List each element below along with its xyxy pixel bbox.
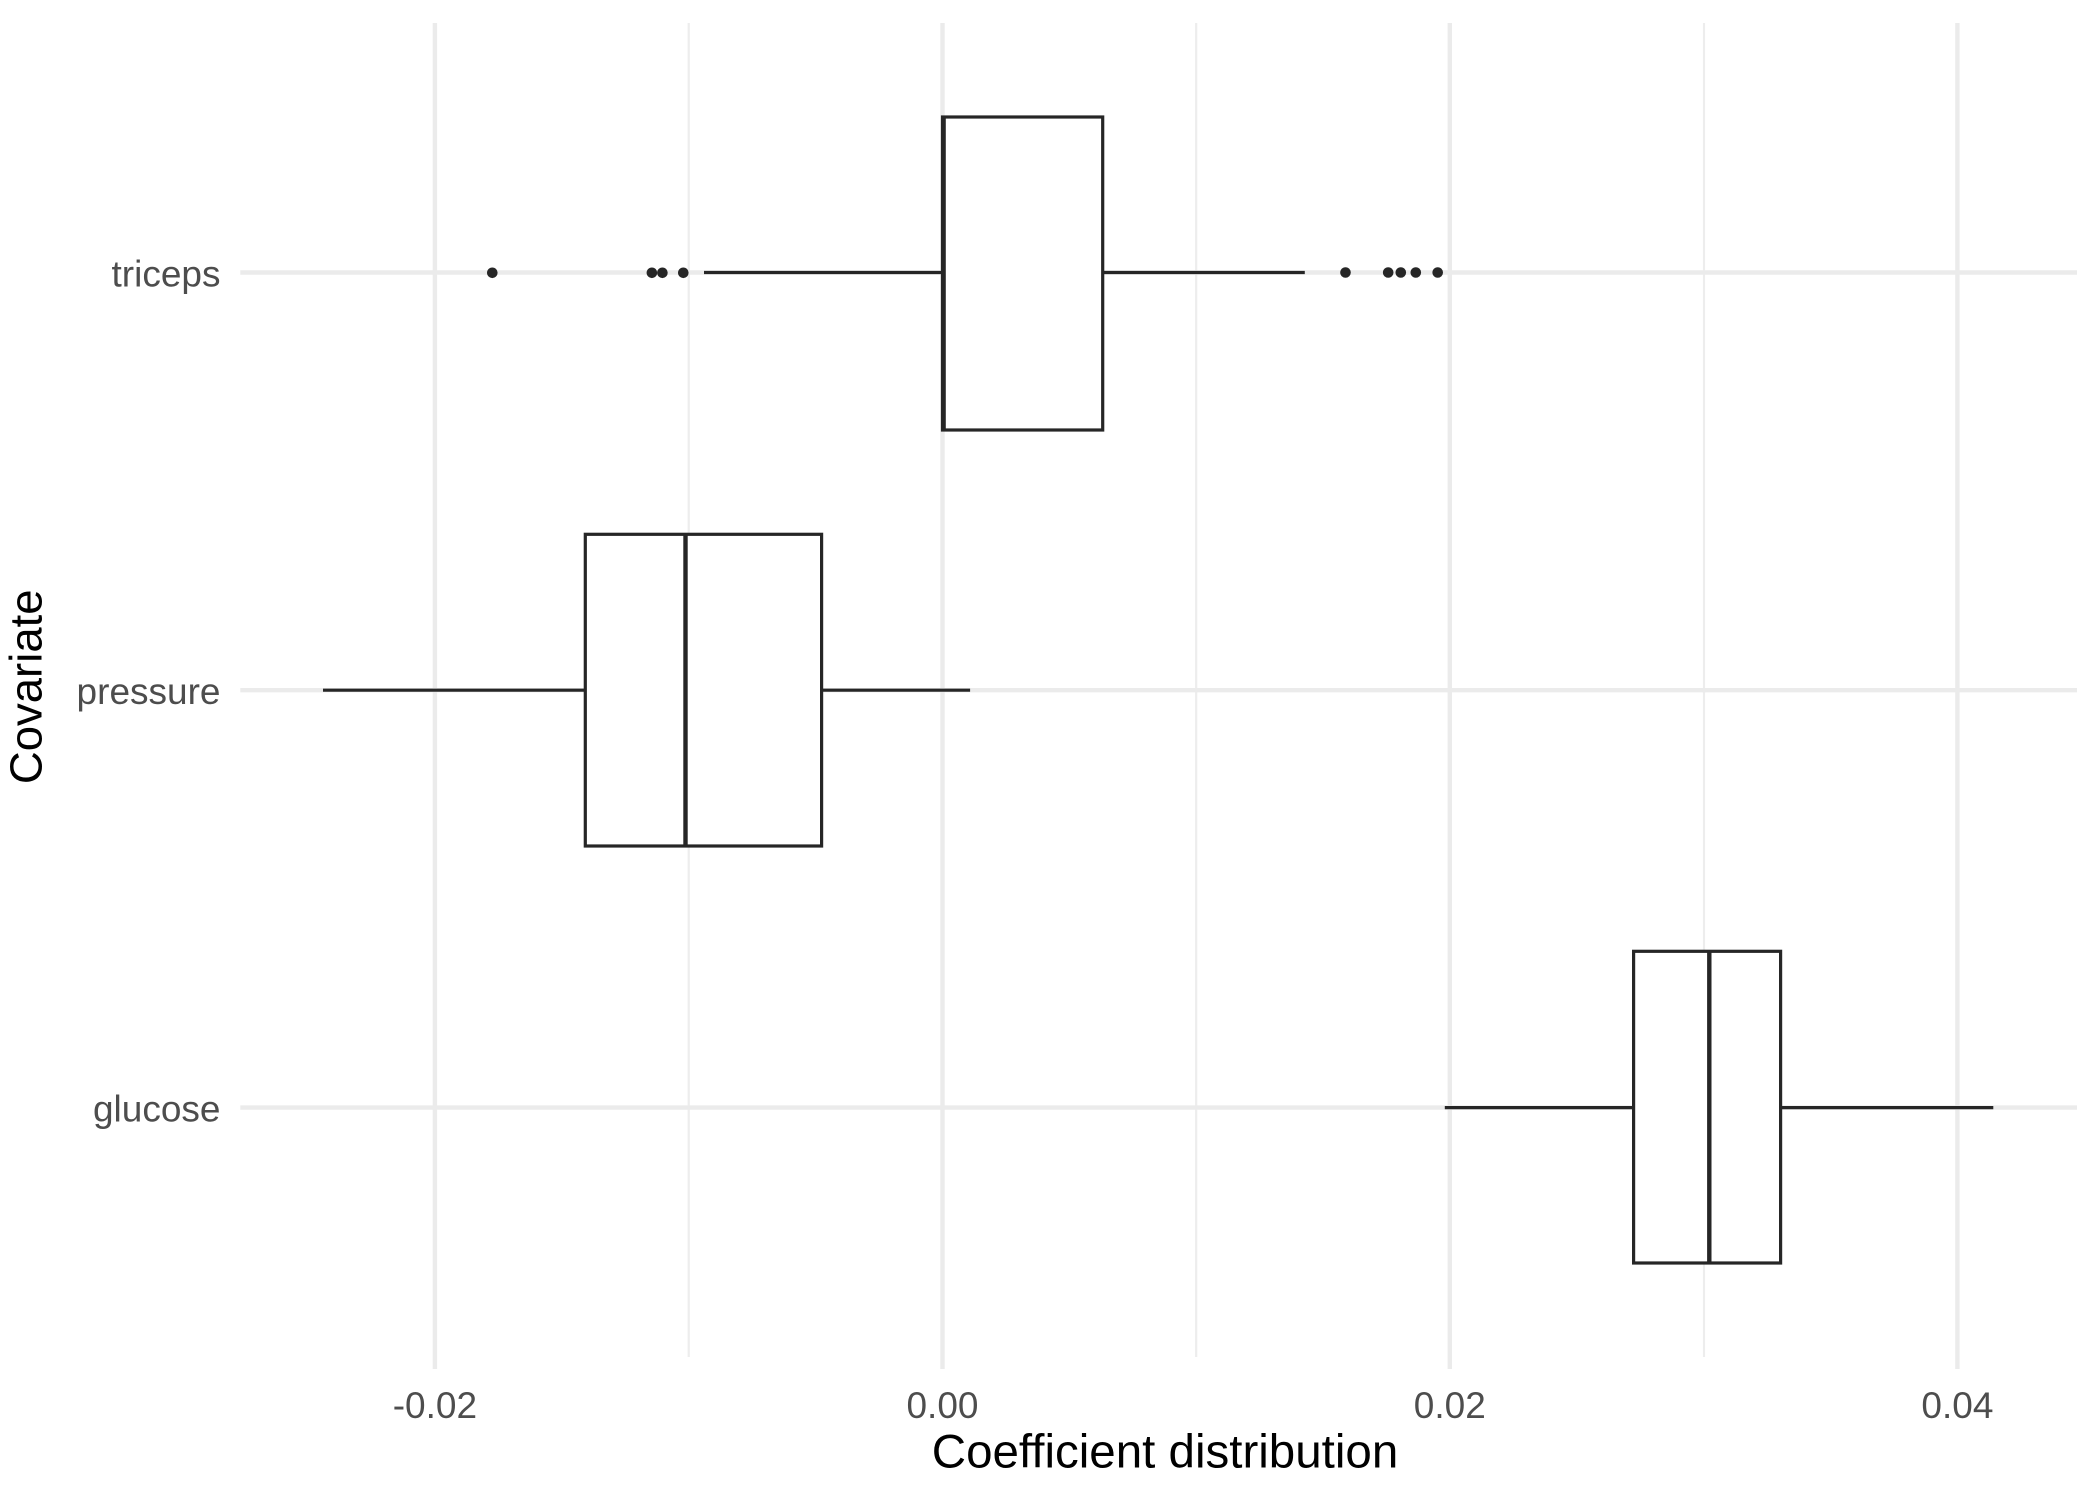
svg-text:Coefficient distribution: Coefficient distribution <box>932 1426 1398 1479</box>
svg-text:-0.02: -0.02 <box>393 1385 477 1426</box>
svg-text:0.00: 0.00 <box>906 1385 978 1426</box>
svg-text:glucose: glucose <box>93 1088 221 1129</box>
svg-text:0.04: 0.04 <box>1921 1385 1993 1426</box>
svg-text:Covariate: Covariate <box>1 589 52 784</box>
svg-text:0.02: 0.02 <box>1414 1385 1486 1426</box>
svg-text:triceps: triceps <box>112 253 221 294</box>
svg-text:pressure: pressure <box>77 671 221 712</box>
